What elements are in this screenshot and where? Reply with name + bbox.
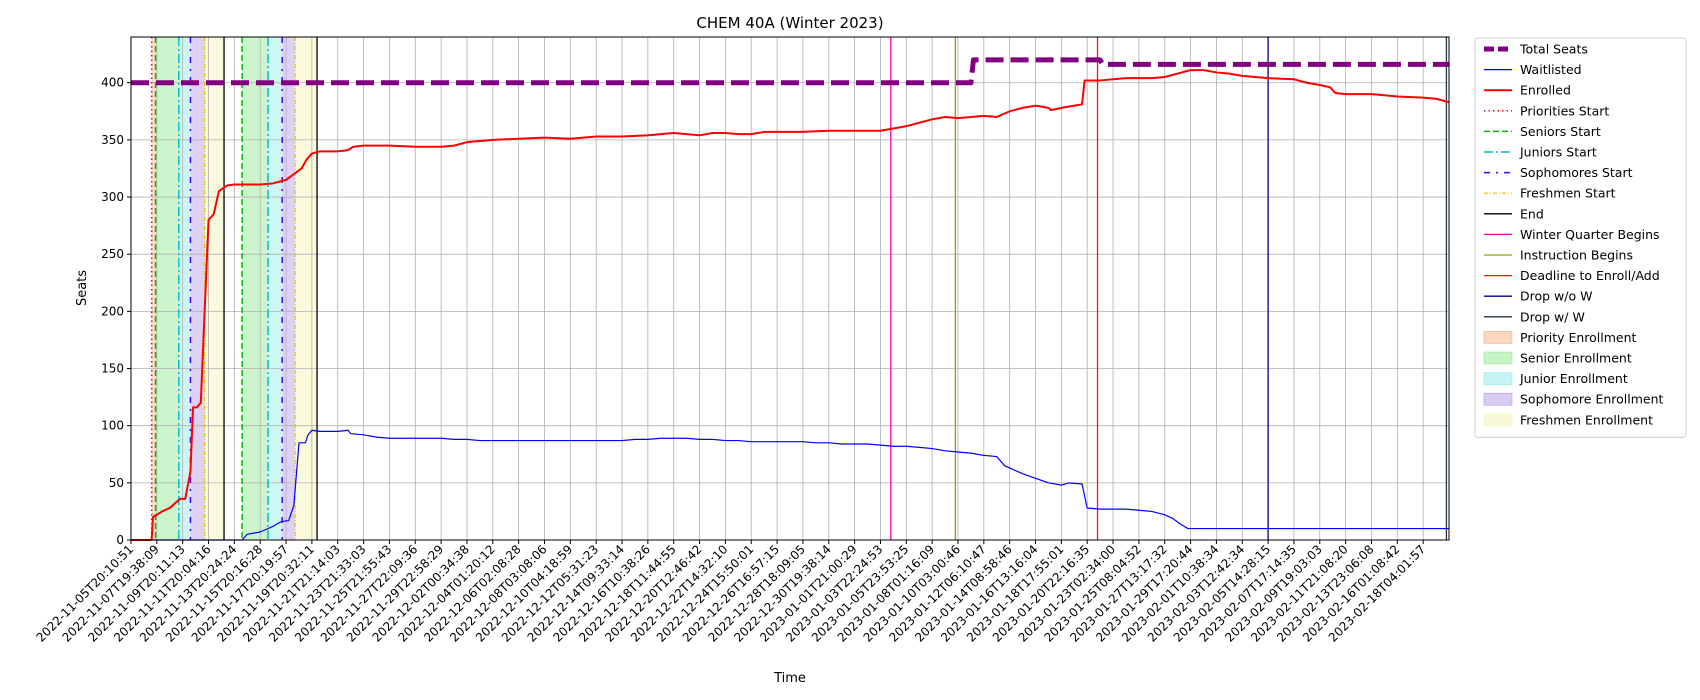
legend-label: Sophomores Start <box>1520 165 1633 180</box>
legend-entry: Priorities Start <box>1484 103 1609 118</box>
legend-entry: Senior Enrollment <box>1483 351 1632 366</box>
plot-frame <box>130 36 1450 541</box>
y-tick-label: 350 <box>101 133 124 147</box>
shaded-region-4-0 <box>204 37 225 540</box>
y-axis-ticks: 0 50 100 150 200 250 300 350 400 <box>101 76 131 547</box>
legend-entry: Enrolled <box>1484 83 1571 98</box>
legend-label: Priorities Start <box>1520 103 1609 118</box>
legend-entry: Seniors Start <box>1484 124 1601 139</box>
legend-label: Total Seats <box>1519 42 1588 57</box>
legend-entry: Sophomore Enrollment <box>1483 392 1664 407</box>
shaded-region-2-0 <box>178 37 191 540</box>
legend-frame <box>1474 37 1687 438</box>
legend-entry: Drop w/ W <box>1484 309 1585 324</box>
legend-label: Senior Enrollment <box>1520 351 1632 366</box>
legend-entry: Drop w/o W <box>1484 289 1592 304</box>
data-series <box>131 57 1450 541</box>
legend-label: Freshmen Start <box>1520 186 1616 201</box>
legend-label: Waitlisted <box>1520 62 1582 77</box>
legend: Total Seats Waitlisted Enrolled Priorities … <box>1474 37 1687 438</box>
series-line-1 <box>131 429 1449 541</box>
legend-label: Drop w/o W <box>1520 289 1592 304</box>
legend-entry: Priority Enrollment <box>1483 330 1637 345</box>
legend-label: Enrolled <box>1520 83 1571 98</box>
legend-label: Juniors Start <box>1519 145 1597 160</box>
legend-entry: Junior Enrollment <box>1483 371 1628 386</box>
legend-entry: Total Seats <box>1484 42 1588 57</box>
y-tick-label: 250 <box>101 247 124 261</box>
y-tick-label: 0 <box>116 533 124 547</box>
legend-entry: Waitlisted <box>1484 62 1582 77</box>
vertical-markers <box>150 37 1448 540</box>
x-axis-ticks: 2022-11-05T20:10:512022-11-07T19:38:0920… <box>34 540 1428 645</box>
y-tick-label: 200 <box>101 304 124 318</box>
legend-label: End <box>1520 206 1544 221</box>
shaded-region-1-1 <box>242 37 268 540</box>
shaded-region-1-0 <box>155 37 179 540</box>
y-tick-label: 300 <box>101 190 124 204</box>
legend-label: Junior Enrollment <box>1519 371 1628 386</box>
shaded-region-0-0 <box>151 37 156 540</box>
y-tick-label: 150 <box>101 362 124 376</box>
shaded-region-4-1 <box>295 37 318 540</box>
legend-swatch <box>1483 331 1513 344</box>
legend-label: Winter Quarter Begins <box>1520 227 1660 242</box>
legend-swatch <box>1483 372 1513 385</box>
legend-entry: Freshmen Start <box>1484 186 1616 201</box>
legend-swatch <box>1483 351 1513 365</box>
x-axis-title: Time <box>773 671 806 686</box>
legend-entry: Sophomores Start <box>1484 165 1633 180</box>
legend-entry: Juniors Start <box>1484 145 1597 160</box>
legend-entry: Winter Quarter Begins <box>1484 227 1660 242</box>
legend-entry: End <box>1484 206 1544 221</box>
y-tick-label: 100 <box>101 419 124 433</box>
legend-label: Deadline to Enroll/Add <box>1520 268 1660 283</box>
y-tick-label: 50 <box>109 476 124 490</box>
legend-swatch <box>1483 413 1513 427</box>
series-line-2 <box>131 69 1450 541</box>
legend-entry: Freshmen Enrollment <box>1483 412 1653 427</box>
grid-lines <box>130 37 1449 541</box>
legend-entry: Deadline to Enroll/Add <box>1484 268 1660 283</box>
shaded-region-2-1 <box>267 37 283 540</box>
legend-label: Sophomore Enrollment <box>1520 392 1664 407</box>
y-tick-label: 400 <box>101 76 124 90</box>
shaded-region-3-1 <box>282 37 296 540</box>
shaded-region-3-0 <box>190 37 205 540</box>
legend-label: Priority Enrollment <box>1520 330 1637 345</box>
series-line-0 <box>131 57 1449 86</box>
y-axis-title: Seats <box>75 270 90 306</box>
chart-title: CHEM 40A (Winter 2023) <box>696 14 883 32</box>
legend-label: Instruction Begins <box>1520 248 1633 263</box>
legend-entry: Instruction Begins <box>1484 248 1633 263</box>
legend-swatch <box>1483 392 1513 406</box>
legend-label: Drop w/ W <box>1520 309 1585 324</box>
legend-label: Freshmen Enrollment <box>1520 412 1653 427</box>
legend-label: Seniors Start <box>1520 124 1601 139</box>
